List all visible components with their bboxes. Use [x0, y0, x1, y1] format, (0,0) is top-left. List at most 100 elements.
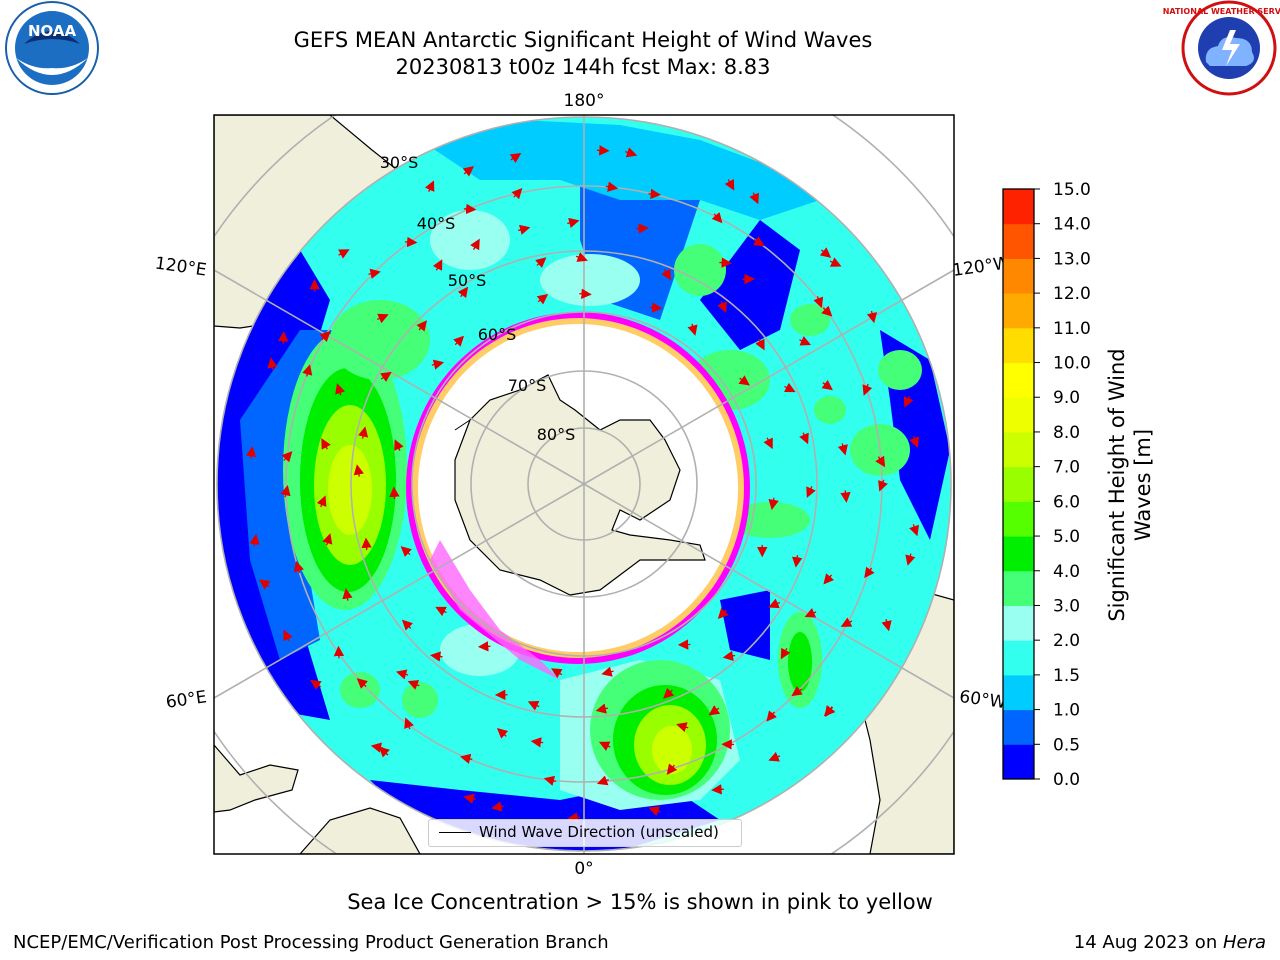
lon-label-60e: 60°E: [165, 687, 208, 712]
noaa-logo: NOAA: [5, 1, 99, 95]
wind-wave-arrow: [708, 705, 721, 716]
lat-label-40s: 40°S: [417, 214, 456, 233]
lat-label-60s: 60°S: [478, 325, 517, 344]
legend-label: Wind Wave Direction (unscaled): [479, 823, 719, 841]
wind-wave-arrow: [837, 443, 848, 456]
wind-wave-arrow: [404, 236, 418, 248]
wind-wave-arrow: [259, 579, 271, 590]
wind-wave-arrow: [370, 742, 384, 753]
wind-wave-arrow: [310, 679, 322, 690]
footer-credit: NCEP/EMC/Verification Post Processing Pr…: [13, 932, 609, 953]
colorbar-segment: [1003, 223, 1034, 259]
wind-wave-arrow: [567, 217, 580, 228]
wind-wave-arrow: [517, 224, 531, 235]
colorbar-tick-label: 3.0: [1053, 596, 1080, 616]
wind-wave-arrow: [342, 588, 353, 601]
wind-wave-arrow: [666, 763, 678, 775]
wind-wave-arrow: [724, 179, 735, 191]
lon-label-120e: 120°E: [154, 254, 208, 281]
wind-wave-arrow: [453, 335, 465, 347]
wind-wave-arrow: [738, 375, 750, 386]
wind-wave-arrow: [601, 666, 614, 677]
wind-wave-arrow: [768, 751, 781, 762]
wind-wave-arrow: [459, 753, 473, 764]
wind-wave-arrow: [527, 701, 540, 711]
wind-wave-arrow: [277, 330, 289, 344]
wind-wave-arrow: [648, 188, 662, 200]
wind-wave-arrow: [322, 533, 333, 546]
footer-date: 14 Aug 2023 on Hera: [1074, 932, 1266, 953]
wind-wave-arrow: [462, 166, 475, 177]
wind-wave-arrow: [407, 680, 420, 690]
wind-wave-arrow: [799, 432, 809, 445]
wind-wave-arrow: [395, 669, 409, 680]
map-frame: [213, 114, 955, 855]
lat-label-30s: 30°S: [380, 153, 419, 172]
wind-wave-arrow: [819, 247, 832, 258]
footer-date-text: 14 Aug 2023 on: [1073, 932, 1223, 953]
colorbar-tick-label: 10.0: [1053, 354, 1091, 374]
wind-wave-arrow: [864, 566, 875, 579]
colorbar-tick-label: 7.0: [1053, 458, 1080, 478]
wind-wave-direction-arrows: [245, 145, 920, 823]
colorbar-tick-label: 15.0: [1053, 180, 1091, 200]
wind-wave-arrow: [401, 619, 413, 631]
colorbar-segment: [1003, 501, 1034, 537]
wind-wave-arrow: [302, 364, 313, 377]
wind-wave-arrow: [804, 608, 817, 618]
wind-wave-arrow: [376, 313, 389, 324]
legend-line-swatch: [439, 832, 471, 833]
wind-wave-arrow: [866, 310, 878, 324]
colorbar-tick-label: 4.0: [1053, 562, 1080, 582]
colorbar-tick-label: 11.0: [1053, 319, 1091, 339]
wind-wave-arrow: [649, 302, 663, 313]
wind-wave-arrow: [909, 524, 919, 537]
colorbar-tick-label: 8.0: [1053, 423, 1080, 443]
wind-wave-arrow: [717, 301, 727, 313]
wind-wave-arrow: [625, 147, 638, 158]
noaa-logo-text: NOAA: [28, 22, 77, 40]
wind-wave-arrow: [404, 717, 414, 730]
wind-wave-arrow: [905, 553, 916, 566]
wind-wave-arrow: [598, 741, 611, 751]
wind-wave-arrow: [636, 223, 649, 234]
wind-wave-arrow: [470, 238, 480, 251]
wind-wave-arrow: [368, 268, 381, 279]
colorbar-segment: [1003, 605, 1034, 641]
wind-wave-arrow: [356, 678, 368, 689]
wind-wave-arrow: [821, 379, 833, 391]
wind-wave-arrow: [245, 446, 257, 459]
wind-wave-arrow: [791, 685, 803, 697]
wind-wave-arrow: [648, 806, 661, 817]
colorbar-tick-label: 1.5: [1053, 666, 1080, 686]
wind-wave-arrow: [394, 439, 404, 451]
wind-wave-arrow: [755, 338, 765, 351]
colorbar-title-line2: Waves [m]: [1131, 428, 1155, 542]
wind-wave-arrow: [509, 153, 522, 164]
colorbar-segment: [1003, 744, 1034, 780]
wind-wave-arrow: [280, 484, 291, 498]
wind-wave-arrow: [813, 296, 824, 309]
colorbar-tick-label: 9.0: [1053, 388, 1080, 408]
wind-wave-arrow: [293, 560, 304, 574]
wind-wave-arrow: [823, 573, 835, 585]
wind-wave-arrow: [763, 437, 773, 450]
wind-wave-arrow: [579, 288, 592, 299]
chart-title-line2: 20230813 t00z 144h fcst Max: 8.83: [395, 55, 771, 79]
wind-wave-arrow: [753, 236, 765, 247]
colorbar-tick-label: 0.5: [1053, 735, 1080, 755]
wind-wave-arrow: [768, 598, 781, 609]
wind-wave-arrow: [457, 286, 469, 299]
colorbar-frame: [1002, 188, 1035, 780]
wind-wave-arrow: [792, 555, 803, 568]
colorbar-segment: [1003, 362, 1034, 398]
wind-wave-arrow: [878, 479, 888, 492]
wind-wave-arrow: [768, 497, 779, 511]
wind-wave-arrow: [875, 455, 886, 468]
wind-wave-arrow: [821, 305, 833, 317]
colorbar-segment: [1003, 293, 1034, 329]
colorbar: [1003, 189, 1034, 780]
wind-wave-arrow: [530, 737, 544, 748]
wind-wave-arrow: [717, 607, 729, 620]
